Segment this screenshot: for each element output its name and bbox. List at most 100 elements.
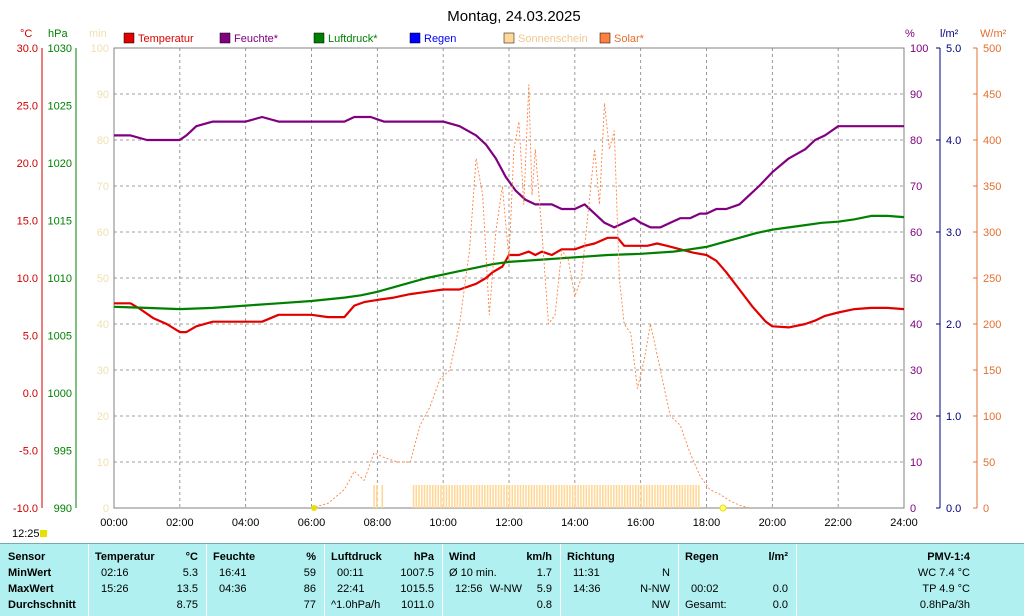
sunshine-bar (429, 485, 431, 508)
legend-label-1: Feuchte* (234, 33, 279, 45)
sunshine-bar (464, 485, 467, 508)
stats-temp-min: 5.3 (182, 567, 198, 579)
x-tick: 12:00 (495, 517, 523, 529)
sunshine-bar (599, 485, 601, 508)
min-tick: 0 (103, 503, 109, 515)
temp-tick: 10.0 (17, 273, 38, 285)
stats-wind-max-dir: W-NW (489, 583, 522, 595)
stats-hum-avg: 77 (303, 599, 316, 611)
sunshine-bar (511, 485, 514, 508)
sunshine-bar (484, 485, 486, 508)
temp-tick: 5.0 (23, 331, 38, 343)
stats-rain-total: 0.0 (772, 599, 788, 611)
series-line-0 (114, 236, 905, 334)
sunshine-bar (662, 485, 664, 508)
sunshine-bar (651, 485, 653, 508)
min-tick: 80 (97, 135, 109, 147)
sunshine-bar (470, 485, 472, 508)
sunshine-bar (541, 485, 544, 508)
hpa-tick: 1030 (48, 43, 72, 55)
sunshine-bar (525, 485, 527, 508)
x-axis-ticks: 00:00 02:00 04:00 06:00 08:00 10:00 12:00 14:00… (100, 517, 918, 529)
sunshine-bar (582, 485, 585, 508)
sunshine-bar (495, 485, 497, 508)
sunshine-bar (692, 485, 695, 508)
stats-temp-min-time: 02:16 (101, 567, 129, 579)
temp-tick: -5.0 (19, 446, 38, 458)
sunshine-bar (475, 485, 478, 508)
legend-swatch-3 (409, 32, 421, 44)
sunshine-bar (375, 485, 378, 508)
sunrise-marker (311, 505, 317, 511)
solar-axis-unit: W/m² (980, 28, 1007, 40)
stats-wind-min: 1.7 (536, 567, 552, 579)
sunshine-bar (544, 485, 547, 508)
sunshine-bar (577, 485, 579, 508)
rain-tick: 3.0 (946, 227, 961, 239)
temp-tick: 15.0 (17, 216, 38, 228)
legend-label-5: Solar* (614, 33, 645, 45)
stats-wind-avg: 0.8 (536, 599, 552, 611)
sunshine-bar (610, 485, 612, 508)
hpa-tick: 1020 (48, 158, 72, 170)
sunshine-bar (689, 485, 692, 508)
x-tick: 14:00 (561, 517, 589, 529)
hpa-tick: 1005 (48, 331, 72, 343)
sunshine-bar (634, 485, 637, 508)
sunshine-bar (632, 485, 634, 508)
stats-hum-min: 59 (303, 567, 316, 579)
stats-col-regen: Regen l/m² 00:02 Gesamt: 0.0 0.0 (678, 544, 796, 616)
x-tick: 04:00 (232, 517, 260, 529)
hpa-axis-unit: hPa (48, 28, 68, 40)
stats-unit-luftdruck: hPa (413, 551, 434, 563)
sunshine-bar (412, 485, 415, 508)
sunshine-bar (426, 485, 429, 508)
series-line-1 (114, 115, 904, 229)
legend-swatch-5 (599, 32, 611, 44)
sunshine-bar (420, 485, 423, 508)
hum-tick: 70 (910, 181, 922, 193)
sunshine-bars (373, 485, 700, 508)
sunshine-bar (373, 485, 375, 508)
sunshine-bar (500, 485, 503, 508)
hpa-tick: 995 (54, 446, 72, 458)
stats-dir-avg: NW (651, 599, 670, 611)
sunshine-bar (629, 485, 632, 508)
stats-table: Sensor MinWert MaxWert Durchschnitt Temp… (0, 543, 1024, 616)
solar-tick: 300 (983, 227, 1001, 239)
rain-tick: 2.0 (946, 319, 961, 331)
sunshine-bar (593, 485, 596, 508)
stats-unit-feuchte: % (306, 551, 316, 563)
sunshine-bar (434, 485, 437, 508)
stats-pres-min-time: 00:11 (337, 567, 364, 579)
solar-tick: 350 (983, 181, 1001, 193)
stats-pres-max: 1015.5 (400, 583, 434, 595)
solar-tick: 200 (983, 319, 1001, 331)
sunshine-bar (486, 485, 489, 508)
sunshine-bar (626, 485, 629, 508)
sunshine-bar (442, 485, 445, 508)
sunshine-bar (569, 485, 571, 508)
sunshine-bar (527, 485, 530, 508)
min-tick: 90 (97, 89, 109, 101)
sunshine-bar (508, 485, 511, 508)
sunshine-bar (547, 485, 549, 508)
stats-header-wind: Wind (449, 551, 476, 563)
stats-col-feuchte: Feuchte % 16:41 04:36 59 86 77 (206, 544, 324, 616)
solar-tick: 250 (983, 273, 1001, 285)
sunshine-bar (473, 485, 475, 508)
min-tick: 100 (91, 43, 109, 55)
solar-tick: 450 (983, 89, 1001, 101)
sunshine-bar (676, 485, 678, 508)
sunshine-bar (667, 485, 670, 508)
stats-temp-avg: 8.75 (176, 599, 198, 611)
stats-row-max-label: MaxWert (8, 583, 54, 595)
series-line-3 (311, 84, 750, 509)
legend-swatch-4 (503, 32, 515, 44)
sunshine-bar (467, 485, 470, 508)
hum-tick: 100 (910, 43, 928, 55)
sunshine-bar (423, 485, 426, 508)
legend-swatch-2 (313, 32, 325, 44)
hum-axis-unit: % (905, 28, 915, 40)
x-tick: 10:00 (429, 517, 457, 529)
